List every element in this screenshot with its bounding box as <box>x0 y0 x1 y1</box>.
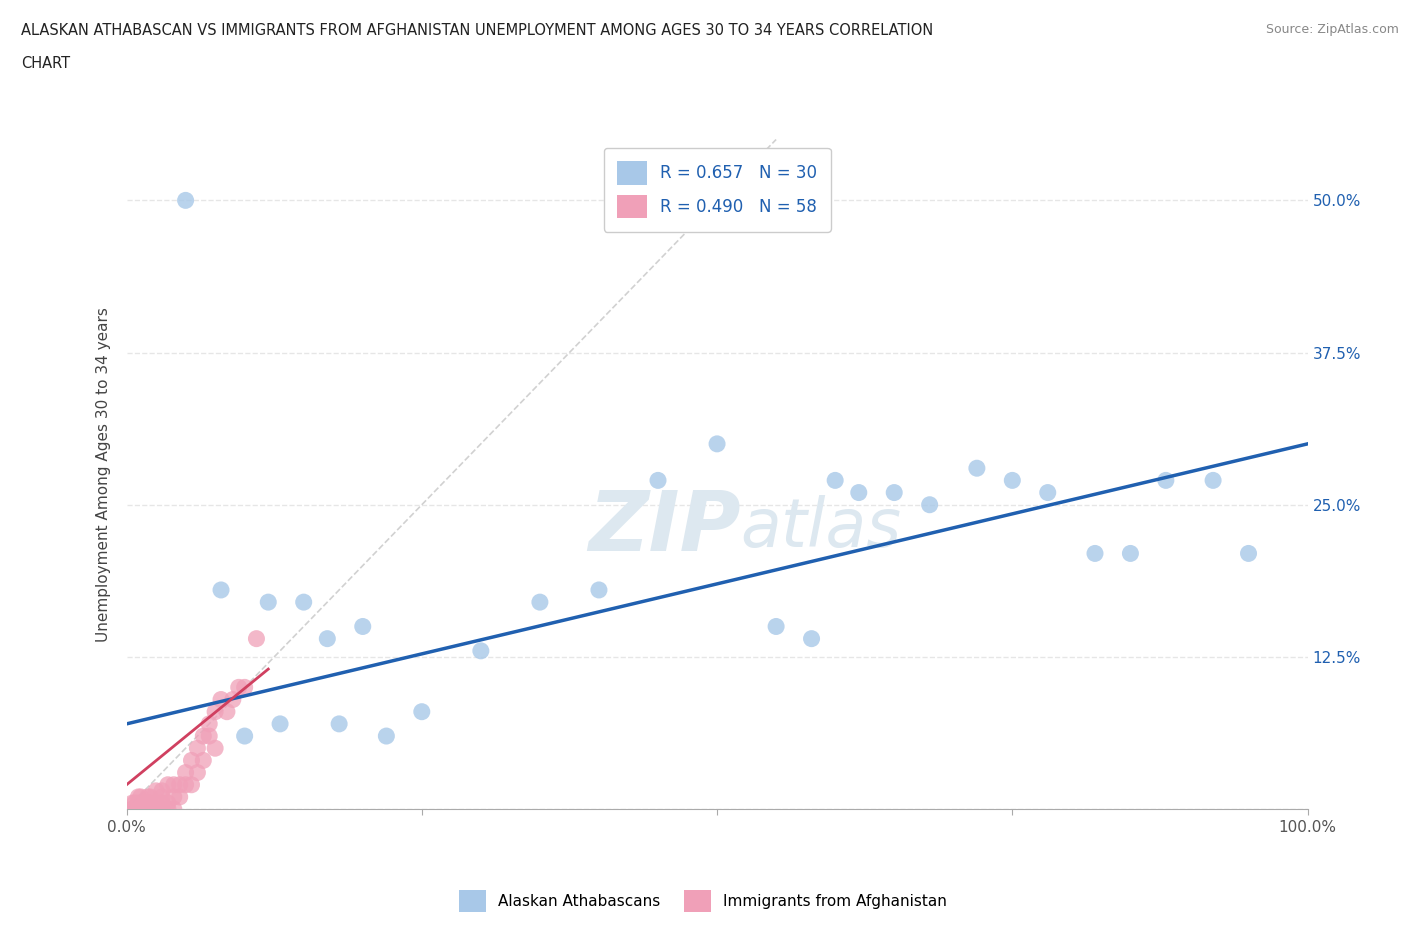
Y-axis label: Unemployment Among Ages 30 to 34 years: Unemployment Among Ages 30 to 34 years <box>96 307 111 642</box>
Point <box>193 728 215 743</box>
Point <box>292 594 315 609</box>
Point <box>156 777 179 792</box>
Point <box>169 790 191 804</box>
Point <box>848 485 870 500</box>
Point <box>1202 473 1225 488</box>
Point <box>765 619 787 634</box>
Point <box>139 802 162 817</box>
Point <box>136 802 159 817</box>
Point <box>156 802 179 817</box>
Point <box>150 802 173 817</box>
Point <box>163 790 186 804</box>
Point <box>124 795 146 810</box>
Point <box>145 795 167 810</box>
Point <box>129 790 152 804</box>
Text: CHART: CHART <box>21 56 70 71</box>
Point <box>186 741 208 756</box>
Point <box>127 802 149 817</box>
Point <box>169 777 191 792</box>
Point <box>824 473 846 488</box>
Point <box>706 436 728 451</box>
Point <box>411 704 433 719</box>
Point <box>198 716 221 731</box>
Point <box>129 795 152 810</box>
Point <box>174 765 197 780</box>
Point <box>215 704 238 719</box>
Point <box>127 795 149 810</box>
Legend: R = 0.657   N = 30, R = 0.490   N = 58: R = 0.657 N = 30, R = 0.490 N = 58 <box>603 148 831 232</box>
Legend: Alaskan Athabascans, Immigrants from Afghanistan: Alaskan Athabascans, Immigrants from Afg… <box>453 884 953 918</box>
Point <box>1119 546 1142 561</box>
Point <box>328 716 350 731</box>
Point <box>209 582 232 597</box>
Point <box>150 790 173 804</box>
Point <box>127 802 149 817</box>
Point <box>180 753 202 768</box>
Point <box>124 802 146 817</box>
Point <box>1036 485 1059 500</box>
Point <box>136 790 159 804</box>
Point <box>209 692 232 707</box>
Text: Source: ZipAtlas.com: Source: ZipAtlas.com <box>1265 23 1399 36</box>
Point <box>121 802 143 817</box>
Point <box>139 790 162 804</box>
Point <box>470 644 492 658</box>
Point <box>174 193 197 207</box>
Point <box>193 753 215 768</box>
Point <box>139 795 162 810</box>
Point <box>269 716 291 731</box>
Point <box>150 795 173 810</box>
Point <box>174 777 197 792</box>
Point <box>121 802 143 817</box>
Text: atlas: atlas <box>741 495 901 561</box>
Point <box>204 741 226 756</box>
Point <box>163 777 186 792</box>
Point <box>233 728 256 743</box>
Point <box>918 498 941 512</box>
Text: ZIP: ZIP <box>588 487 741 568</box>
Point <box>134 795 156 810</box>
Point <box>121 795 143 810</box>
Point <box>134 802 156 817</box>
Point <box>129 802 152 817</box>
Point <box>145 802 167 817</box>
Point <box>228 680 250 695</box>
Point <box>588 582 610 597</box>
Point <box>186 765 208 780</box>
Point <box>316 631 339 646</box>
Point <box>198 728 221 743</box>
Point <box>647 473 669 488</box>
Point <box>1001 473 1024 488</box>
Point <box>800 631 823 646</box>
Point <box>156 795 179 810</box>
Point <box>233 680 256 695</box>
Point <box>352 619 374 634</box>
Point <box>150 783 173 798</box>
Point <box>136 795 159 810</box>
Point <box>129 802 152 817</box>
Point <box>136 802 159 817</box>
Point <box>145 783 167 798</box>
Point <box>966 460 988 475</box>
Point <box>1237 546 1260 561</box>
Point <box>204 704 226 719</box>
Point <box>375 728 398 743</box>
Point <box>529 594 551 609</box>
Text: ALASKAN ATHABASCAN VS IMMIGRANTS FROM AFGHANISTAN UNEMPLOYMENT AMONG AGES 30 TO : ALASKAN ATHABASCAN VS IMMIGRANTS FROM AF… <box>21 23 934 38</box>
Point <box>127 790 149 804</box>
Point <box>222 692 245 707</box>
Point <box>134 802 156 817</box>
Point <box>1154 473 1177 488</box>
Point <box>257 594 280 609</box>
Point <box>163 802 186 817</box>
Point <box>245 631 267 646</box>
Point <box>883 485 905 500</box>
Point <box>124 802 146 817</box>
Point <box>1084 546 1107 561</box>
Point <box>124 802 146 817</box>
Point <box>180 777 202 792</box>
